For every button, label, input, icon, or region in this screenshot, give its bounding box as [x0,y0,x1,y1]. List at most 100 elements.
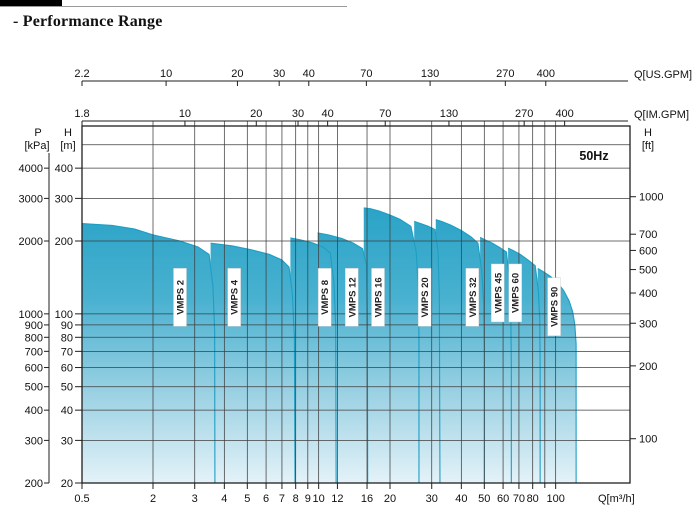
x-tick-label: 6 [263,493,269,505]
kpa-tick-label: 900 [25,320,43,332]
imgpm-tick-label: 270 [515,108,533,120]
kpa-tick-label: 400 [25,405,43,417]
pump-region-vmps-4 [210,243,296,483]
axis-top-usgpm: 2.2 10 20 30 40 70 130 270 400 Q[US.GPM] [74,68,692,86]
svg-text:VMPS 60: VMPS 60 [511,273,522,313]
x-tick-label: 8 [293,493,299,505]
svg-text:[m]: [m] [60,140,75,152]
svg-text:VMPS 4: VMPS 4 [230,279,241,315]
pump-curve-vmps-2 [81,223,216,484]
ft-tick-label: 700 [639,229,657,241]
x-tick-label: 5 [244,493,250,505]
usgpm-tick-label: 40 [303,68,315,80]
x-tick-label: 2 [150,493,156,505]
pump-curve-vmps-8 [290,237,337,484]
svg-text:VMPS 2: VMPS 2 [176,280,187,315]
page-corner-rule [0,6,347,7]
x-tick-label: 3 [192,493,198,505]
imgpm-tick-label: 40 [322,108,334,120]
usgpm-tick-label: 130 [421,68,439,80]
kpa-tick-label: 4000 [19,163,43,175]
x-tick-label: 7 [279,493,285,505]
x-tick-label: 10 [313,493,325,505]
pump-curve-vmps-90 [537,267,577,483]
m-tick-label: 80 [61,332,73,344]
pump-label-vmps-12: VMPS 12 [345,268,359,327]
pump-curve-vmps-20 [414,220,441,484]
imgpm-tick-label: 20 [250,108,262,120]
svg-text:[kPa]: [kPa] [24,140,49,152]
ft-tick-label: 600 [639,245,657,257]
kpa-tick-label: 800 [25,332,43,344]
ft-tick-label: 100 [639,434,657,446]
m-tick-label: 200 [55,236,73,248]
usgpm-tick-label: 400 [537,68,555,80]
pump-label-vmps-32: VMPS 32 [465,268,480,327]
kpa-tick-label: 600 [25,363,43,375]
pump-label-vmps-20: VMPS 20 [417,268,432,327]
pump-label-vmps-45: VMPS 45 [491,263,505,323]
page-corner-artifact [0,0,62,6]
svg-text:[ft]: [ft] [642,140,654,152]
svg-text:VMPS 90: VMPS 90 [550,287,561,327]
imgpm-tick-label: 400 [555,108,573,120]
grid-vertical [152,121,557,483]
usgpm-tick-label: 10 [160,68,172,80]
m-tick-label: 400 [55,163,73,175]
kpa-tick-label: 500 [25,382,43,394]
svg-text:H: H [64,127,72,139]
pump-region-vmps-16 [363,207,419,483]
kpa-tick-label: 1000 [19,309,43,321]
m-tick-label: 30 [61,435,73,447]
usgpm-tick-label: 20 [231,68,243,80]
x-tick-label: 50 [478,493,490,505]
svg-text:H: H [644,127,652,139]
m-tick-label: 50 [61,382,73,394]
imgpm-tick-label: 10 [179,108,191,120]
imgpm-tick-label: 70 [379,108,391,120]
m-tick-label: 100 [55,309,73,321]
kpa-tick-label: 2000 [19,236,43,248]
usgpm-tick-label: 270 [496,68,514,80]
kpa-tick-label: 3000 [19,193,43,205]
m-tick-label: 70 [61,346,73,358]
ft-tick-label: 200 [639,361,657,373]
pump-label-vmps-4: VMPS 4 [227,268,241,327]
svg-text:VMPS 32: VMPS 32 [468,277,479,317]
pump-label-vmps-60: VMPS 60 [508,263,522,323]
pump-label-vmps-2: VMPS 2 [173,268,187,327]
x-tick-label: 20 [384,493,396,505]
svg-text:VMPS 16: VMPS 16 [374,277,385,317]
pump-label-vmps-8: VMPS 8 [317,268,332,327]
x-tick-label: 70 [513,493,525,505]
frequency-label: 50Hz [579,149,608,163]
svg-text:VMPS 20: VMPS 20 [420,277,431,317]
imgpm-tick-label: 30 [292,108,304,120]
x-tick-label: 0.5 [74,493,89,505]
usgpm-tick-label: 70 [360,68,372,80]
grid-horizontal [82,144,630,441]
axis-bottom: 0.5 2 3 4 5 6 7 8 9 10 12 16 20 30 40 50 60 70 80 100 Q[m³/h… [74,483,635,505]
axis-right-ft: 1000 700 600 500 400 300 200 100 H[ft] [630,127,663,446]
m-tick-label: 60 [61,363,73,375]
m-tick-label: 20 [61,478,73,490]
x-tick-label: 60 [497,493,509,505]
usgpm-tick-label: 30 [273,68,285,80]
x-tick-label: 4 [221,493,227,505]
svg-text:VMPS 8: VMPS 8 [320,280,331,315]
imgpm-tick-label: 130 [440,108,458,120]
usgpm-tick-label: 2.2 [74,68,89,80]
ft-tick-label: 1000 [639,192,663,204]
ft-tick-label: 400 [639,288,657,300]
ft-tick-label: 300 [639,318,657,330]
x-axis-unit: Q[m³/h] [598,493,635,505]
kpa-tick-label: 700 [25,346,43,358]
m-tick-label: 300 [55,193,73,205]
plot-border [81,125,631,484]
pump-region-vmps-90 [537,268,577,483]
svg-text:VMPS 12: VMPS 12 [347,277,358,317]
page-title: - Performance Range [13,13,163,30]
ft-tick-label: 500 [639,265,657,277]
